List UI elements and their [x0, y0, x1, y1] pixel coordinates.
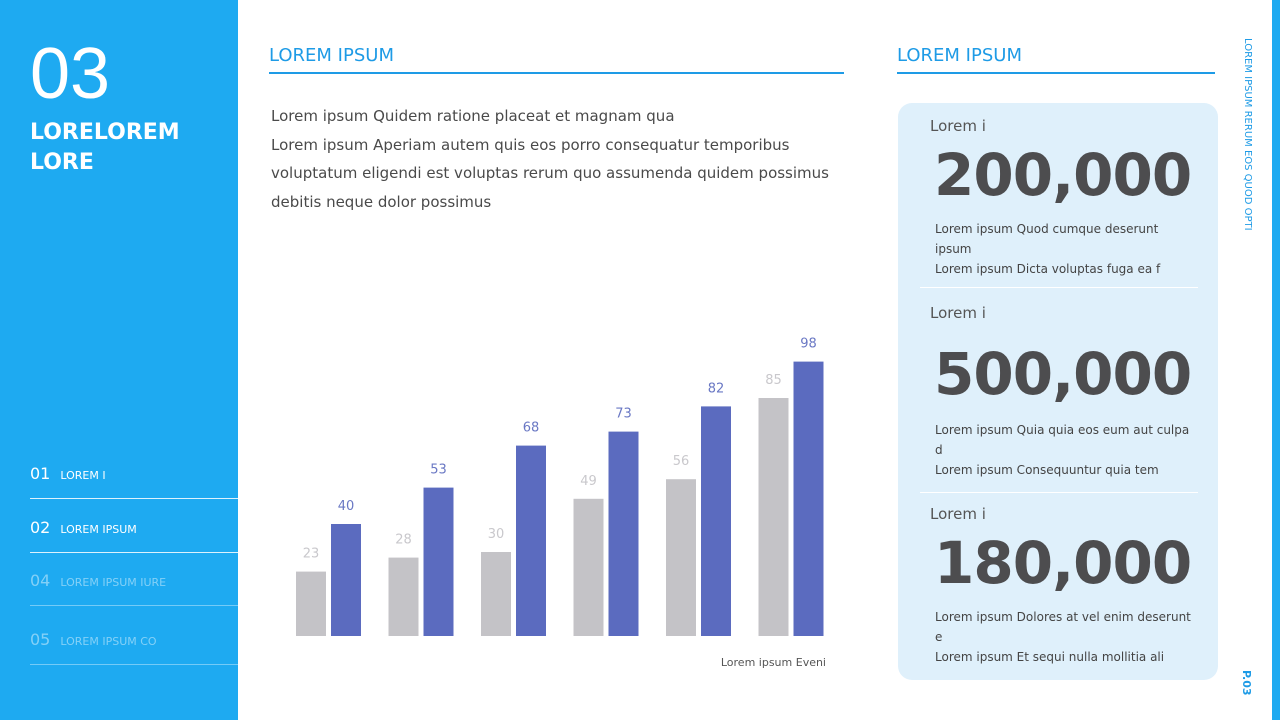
stat-text: Lorem ipsum Dolores at vel enim deserunt…: [920, 607, 1198, 667]
stat-block: Lorem i 200,000 Lorem ipsum Quod cumque de…: [920, 117, 1198, 279]
nav-number: 04: [30, 571, 51, 590]
main-heading: LOREM IPSUM: [269, 45, 844, 74]
nav-item: 02 LOREM IPSUM: [30, 518, 238, 553]
stat-value: 200,000: [934, 141, 1192, 209]
data-label: 28: [395, 533, 412, 548]
bar: [388, 557, 419, 636]
data-label: 56: [673, 454, 690, 469]
data-label: 40: [338, 499, 355, 514]
stats-card: Lorem i 200,000 Lorem ipsum Quod cumque de…: [898, 103, 1218, 680]
nav-item: 05 LOREM IPSUM CO: [30, 630, 238, 665]
stat-line: Lorem ipsum Consequuntur quia tem: [935, 463, 1159, 477]
data-label: 68: [523, 421, 540, 436]
bar-chart: 23 40 28 53 30 68 49 73 56 82 85 98 Lorem ipsum Even…: [296, 337, 826, 669]
stat-label: Lorem i: [930, 117, 986, 135]
bar: [608, 431, 639, 636]
stat-line: Lorem ipsum Dolores at vel enim deserunt…: [935, 610, 1191, 644]
data-label: 49: [580, 474, 597, 489]
chart-caption: Lorem ipsum Eveni: [721, 656, 826, 669]
nav-label: LOREM I: [60, 469, 106, 482]
bar: [573, 498, 604, 636]
page-number: P.03: [1240, 670, 1253, 696]
section-title: LORELOREM LORE: [30, 118, 180, 178]
paragraph-line: Lorem ipsum Aperiam autem quis eos porro…: [271, 135, 790, 154]
bar: [296, 571, 326, 636]
data-label: 82: [708, 381, 725, 396]
bar: [666, 479, 696, 636]
stat-line: Lorem ipsum Et sequi nulla mollitia ali: [935, 650, 1165, 664]
nav-number: 02: [30, 518, 51, 537]
divider: [920, 287, 1198, 288]
stat-text: Lorem ipsum Quia quia eos eum aut culpa …: [920, 420, 1198, 480]
paragraph-line: Lorem ipsum Quidem ratione placeat et ma…: [271, 107, 675, 125]
nav-number: 05: [30, 630, 51, 649]
bar: [481, 552, 511, 636]
stat-value: 180,000: [934, 529, 1192, 597]
data-label: 73: [615, 407, 632, 422]
bar: [758, 398, 789, 636]
data-label: 23: [303, 547, 320, 562]
data-label: 98: [800, 337, 817, 352]
data-label: 53: [430, 463, 447, 478]
paragraph-line: debitis neque dolor possimus: [271, 192, 492, 211]
data-label: 85: [765, 373, 782, 388]
stat-label: Lorem i: [930, 505, 986, 523]
nav-number: 01: [30, 464, 51, 483]
paragraph: Lorem ipsum Quidem ratione placeat et ma…: [271, 102, 829, 216]
stat-line: Lorem ipsum Quia quia eos eum aut culpa …: [935, 423, 1190, 457]
side-heading: LOREM IPSUM: [897, 45, 1215, 74]
nav-item: 01 LOREM I: [30, 464, 238, 499]
data-label: 30: [488, 527, 505, 542]
stat-value: 500,000: [934, 340, 1192, 408]
paragraph-line: voluptatum eligendi est voluptas rerum q…: [271, 164, 829, 182]
edge-strip: [1272, 0, 1280, 720]
title-line: LORELOREM: [30, 120, 180, 145]
stat-line: Lorem ipsum Quod cumque deserunt ipsum: [935, 222, 1159, 256]
sidebar: 03 LORELOREM LORE 01 LOREM I 02 LOREM IPSUM…: [0, 0, 238, 720]
nav-label: LOREM IPSUM: [60, 523, 137, 536]
bar: [701, 406, 731, 636]
stat-block: Lorem i 500,000 Lorem ipsum Quia quia eos …: [920, 304, 1198, 480]
stat-line: Lorem ipsum Dicta voluptas fuga ea f: [935, 262, 1161, 276]
bar: [793, 361, 824, 636]
stat-label: Lorem i: [930, 304, 986, 322]
divider: [920, 492, 1198, 493]
section-number: 03: [30, 34, 111, 114]
bar: [516, 445, 546, 636]
nav-label: LOREM IPSUM IURE: [60, 576, 167, 589]
nav-label: LOREM IPSUM CO: [60, 635, 157, 648]
bar: [331, 524, 361, 636]
stat-block: Lorem i 180,000 Lorem ipsum Dolores at vel…: [920, 505, 1198, 667]
title-line: LORE: [30, 150, 94, 175]
stat-text: Lorem ipsum Quod cumque deserunt ipsum Lo…: [920, 219, 1198, 279]
bar: [423, 487, 454, 636]
vertical-text: LOREM IPSUM RERUM EOS QUOD OPTI: [1242, 38, 1253, 231]
nav-item: 04 LOREM IPSUM IURE: [30, 571, 238, 606]
